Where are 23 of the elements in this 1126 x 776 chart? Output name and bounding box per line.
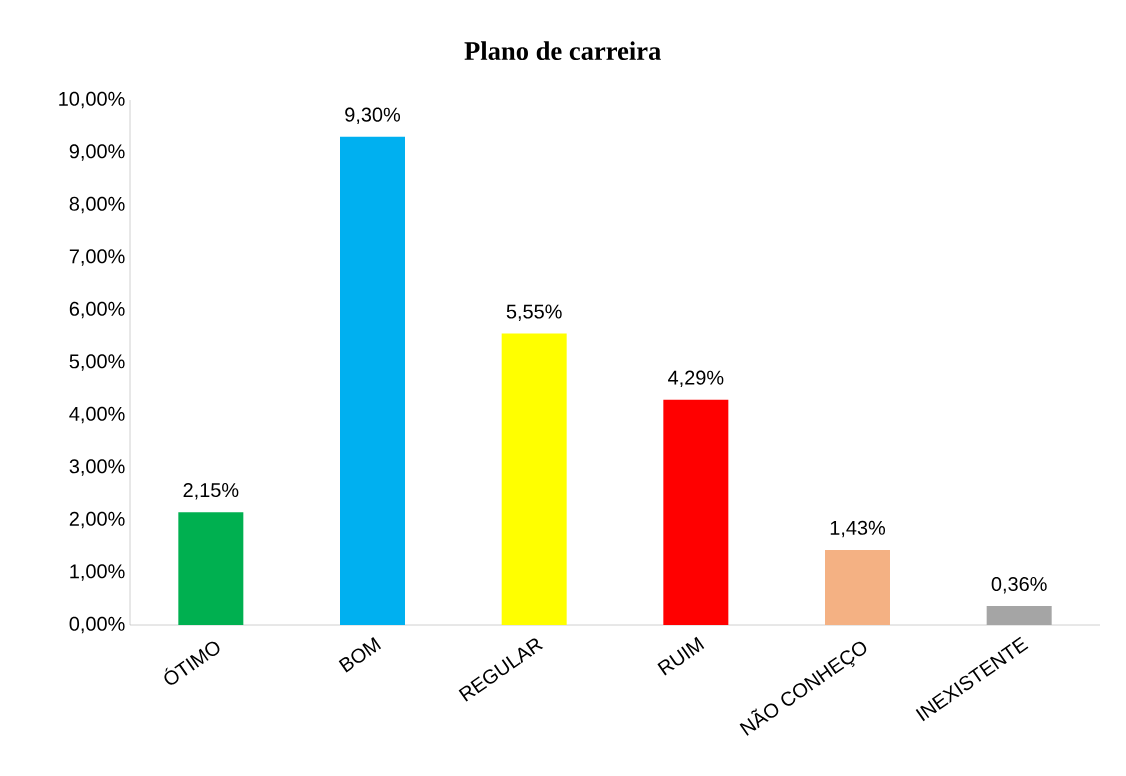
data-label: 2,15% [183,482,239,500]
y-tick-label: 2,00% [69,511,125,529]
y-tick-label: 5,00% [69,354,125,371]
bar [340,136,405,625]
bar [825,549,891,625]
y-tick-label: 9,00% [69,144,125,161]
y-tick-label: 4,00% [69,406,125,424]
data-label: 4,29% [668,370,724,388]
chart-title: Plano de carreira [464,41,661,60]
bar [178,512,244,625]
y-tick-label: 10,00% [59,91,125,109]
y-tick-label: 8,00% [69,196,125,214]
y-tick-label: 6,00% [69,301,125,319]
bar [663,399,729,625]
y-tick-label: 3,00% [69,459,125,476]
y-tick-label: 7,00% [69,249,125,266]
data-label: 1,43% [830,520,886,538]
data-label: 0,36% [991,576,1047,594]
y-tick-label: 0,00% [69,616,125,634]
data-label: 9,30% [345,107,401,125]
data-label: 5,55% [506,304,562,321]
bar [501,333,567,625]
y-tick-label: 1,00% [70,564,125,581]
